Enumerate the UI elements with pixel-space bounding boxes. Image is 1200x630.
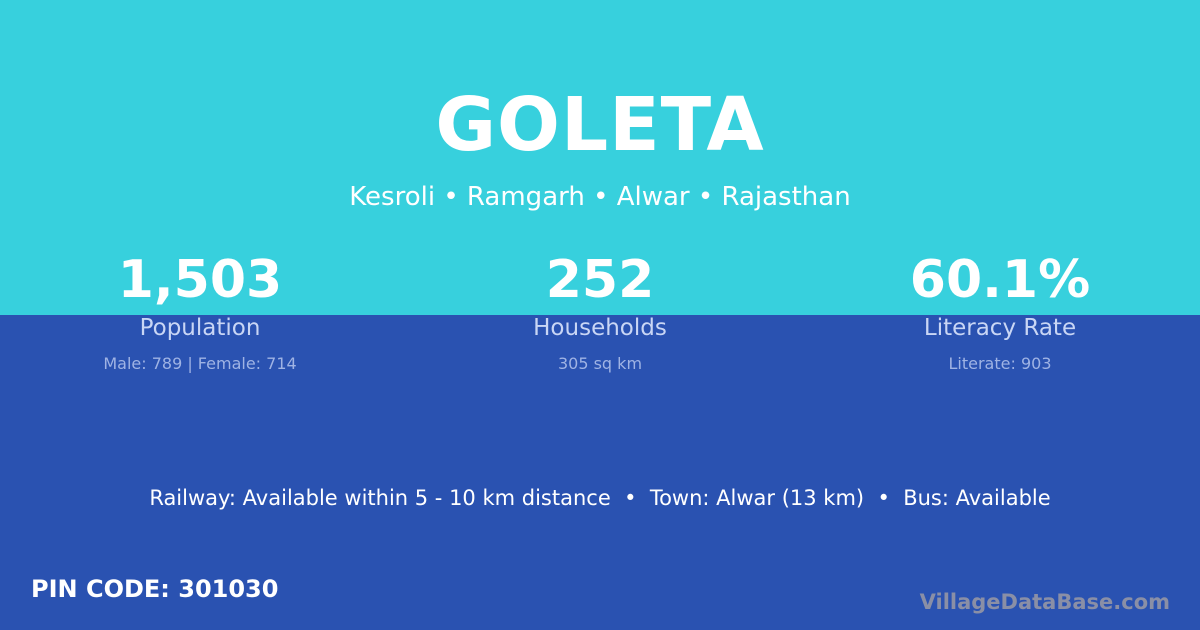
stat-label: Literacy Rate bbox=[923, 315, 1077, 341]
stat-value: 252 bbox=[545, 250, 655, 310]
stat-value: 60.1% bbox=[909, 250, 1091, 310]
stat-detail: 305 sq km bbox=[557, 354, 643, 373]
bottom-panel bbox=[0, 315, 1200, 630]
brand-watermark: VillageDataBase.com bbox=[919, 590, 1170, 614]
top-banner bbox=[0, 0, 1200, 315]
stat-label: Population bbox=[139, 315, 261, 341]
pin-code: PIN CODE: 301030 bbox=[31, 575, 279, 603]
stat-label: Households bbox=[533, 315, 667, 341]
amenities-info: Railway: Available within 5 - 10 km dist… bbox=[149, 486, 1051, 510]
village-title: GOLETA bbox=[435, 82, 765, 168]
stat-detail: Literate: 903 bbox=[948, 354, 1052, 373]
location-breadcrumb: Kesroli • Ramgarh • Alwar • Rajasthan bbox=[349, 182, 851, 212]
stat-value: 1,503 bbox=[117, 250, 283, 310]
stat-detail: Male: 789 | Female: 714 bbox=[103, 354, 297, 373]
